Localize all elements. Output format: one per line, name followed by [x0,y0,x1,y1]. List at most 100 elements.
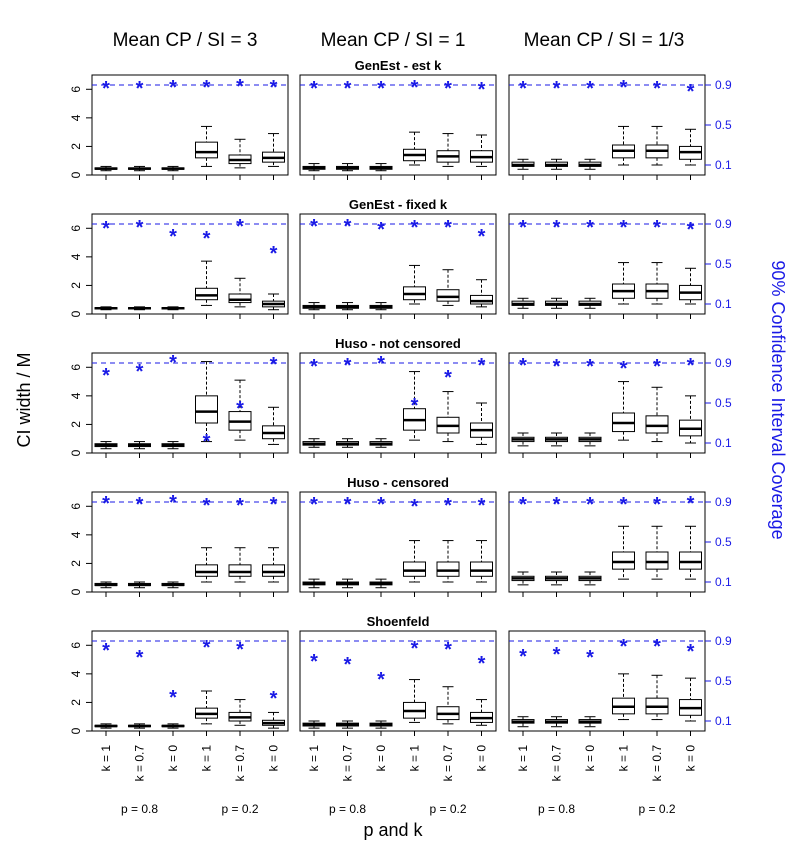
y-tick-label-left: 6 [69,364,83,371]
column-title-3: Mean CP / SI = 1/3 [524,30,685,51]
coverage-point: * [169,226,177,248]
x-tick-label: k = 1 [408,745,422,772]
y-tick-label-left: 2 [69,699,83,706]
coverage-point: * [653,356,661,378]
y-tick-label-right: 0.9 [715,495,732,509]
panel-frame [508,630,706,732]
y-tick-label-left: 2 [69,282,83,289]
column-title-1: Mean CP / SI = 3 [113,30,258,51]
coverage-point: * [203,228,211,250]
coverage-point: * [102,218,110,240]
box-body [612,551,635,570]
box [578,432,602,447]
box [262,133,285,167]
panel-frame [91,213,289,315]
coverage-point: * [478,226,486,248]
y-tick-label-right: 0.1 [715,158,732,172]
y-tick-label-left: 0 [69,171,83,178]
coverage-point: * [377,353,385,375]
box [545,432,568,447]
y-tick-label-left: 4 [69,531,83,538]
box [128,723,151,729]
box [645,125,669,166]
box [161,306,185,311]
box [262,711,285,729]
coverage-point: * [653,494,661,516]
box [645,262,669,305]
x-tick-label: k = 0.7 [341,745,355,782]
coverage-point: * [236,495,244,517]
box-body [679,551,702,570]
coverage-point: * [687,219,695,241]
y-tick-label-right: 0.5 [715,674,732,688]
panel: * * * * * * 0.1 0.5 0.9 k = 1 k = 0.7 k = 0 k = 1 k =… [508,630,732,816]
box [679,677,702,722]
box [262,547,285,583]
box [645,525,669,580]
panel-frame [91,74,289,176]
y-tick-label-left: 4 [69,670,83,677]
box [161,441,185,450]
box [195,260,218,306]
box [336,438,359,448]
panel-frame [508,74,706,176]
coverage-point: * [310,78,318,100]
box [403,131,426,166]
x-tick-label: k = 0 [583,745,597,772]
box [679,267,702,305]
box [302,163,326,172]
row-title: GenEst - est k [355,58,442,73]
panel-frame [91,352,289,454]
box [369,578,393,589]
box [645,674,669,721]
y-tick-label-left: 4 [69,253,83,260]
coverage-point: * [687,355,695,377]
coverage-point: * [236,398,244,420]
panel-frame [299,491,497,593]
box-body [436,561,460,577]
box [545,716,568,728]
box [470,699,493,726]
box [262,293,285,311]
x-tick-label: k = 1 [99,745,113,772]
box-body [228,564,252,577]
box [436,686,460,725]
x-tick-label: k = 1 [200,745,214,772]
coverage-point: * [102,640,110,662]
coverage-point: * [236,76,244,98]
box [612,525,635,580]
box [262,406,285,445]
coverage-point: * [102,365,110,387]
column-title-2: Mean CP / SI = 1 [321,30,466,51]
box [161,723,185,729]
coverage-point: * [586,356,594,378]
y-tick-label-left: 2 [69,421,83,428]
coverage-point: * [270,688,278,710]
coverage-point: * [270,243,278,265]
coverage-point: * [344,654,352,676]
coverage-point: * [203,637,211,659]
coverage-point: * [236,216,244,238]
group-label: p = 0.8 [538,802,575,816]
coverage-point: * [344,216,352,238]
coverage-point: * [102,78,110,100]
y-tick-label-left: 6 [69,503,83,510]
coverage-point: * [553,78,561,100]
box [470,134,493,167]
box-body [436,289,460,302]
coverage-point: * [586,647,594,669]
box [645,386,669,443]
coverage-point: * [478,495,486,517]
box [128,165,151,172]
box [195,690,218,725]
panel-frame [299,352,497,454]
y-tick-label-left: 6 [69,642,83,649]
coverage-point: * [519,78,527,100]
coverage-point: * [411,395,419,417]
box [94,441,118,450]
box-body [403,561,426,577]
box-body [195,564,218,577]
panel-frame [508,491,706,593]
y-tick-label-right: 0.9 [715,217,732,231]
